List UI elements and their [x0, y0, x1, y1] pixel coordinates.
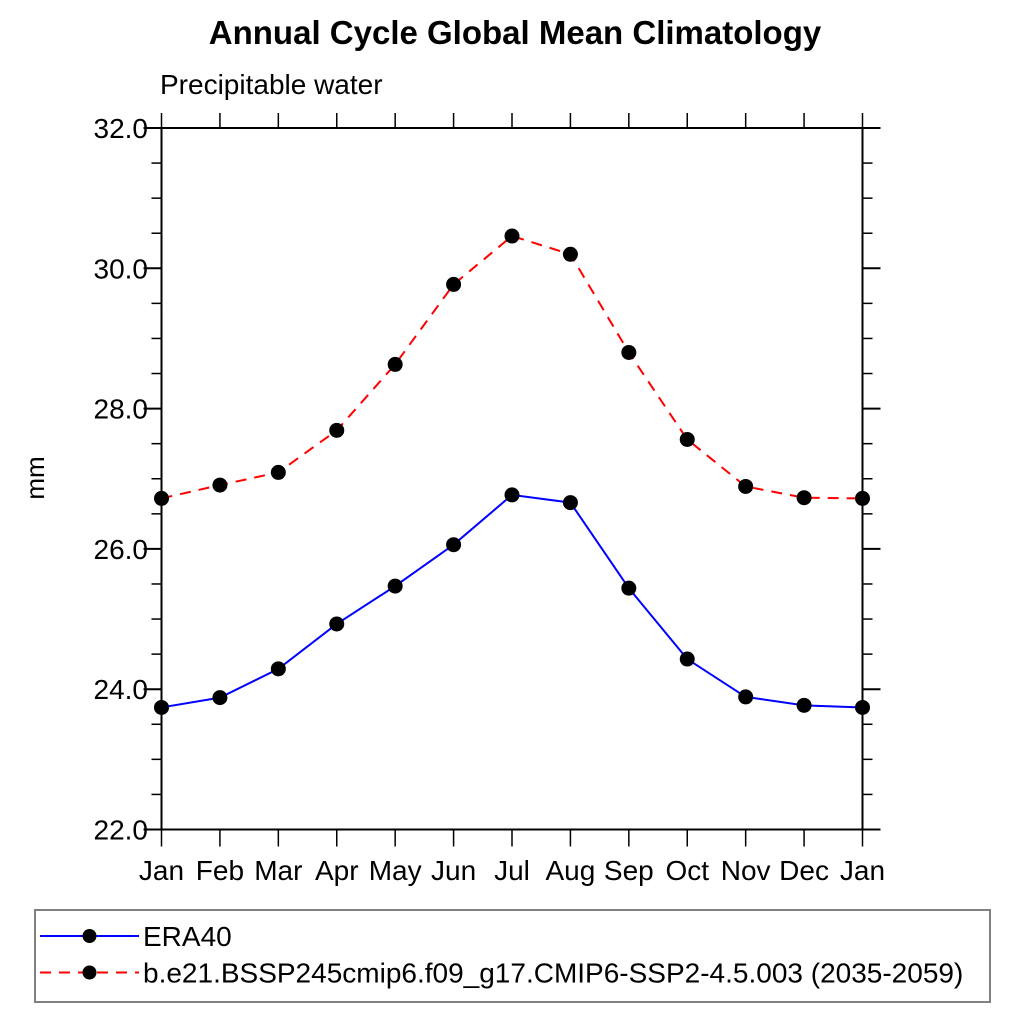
y-tick-label-22.0: 22.0	[94, 815, 149, 846]
x-tick-label-11: Dec	[779, 855, 829, 886]
series-marker-1-Nov	[738, 478, 754, 494]
series-marker-0-Jun	[446, 537, 462, 553]
x-tick-label-10: Nov	[721, 855, 771, 886]
series-line-0	[161, 493, 863, 709]
x-tick-label-8: Sep	[604, 855, 654, 886]
series-marker-0-Jan	[154, 699, 169, 715]
series-marker-0-Oct	[679, 651, 695, 667]
y-tick-label-32.0: 32.0	[94, 113, 149, 144]
series-marker-1-May	[387, 356, 403, 372]
series-marker-1-Jun	[446, 276, 462, 292]
axes-layer: Jan Feb Mar Apr May Jun Jul Aug Sep Oct Nov Dec Jan 2…	[94, 113, 885, 886]
legend-marker-0	[82, 929, 97, 943]
legend-label-0: ERA40	[143, 921, 232, 952]
legend-label-1: b.e21.BSSP245cmip6.f09_g17.CMIP6-SSP2-4.…	[143, 958, 963, 989]
y-tick-label-30.0: 30.0	[94, 253, 149, 284]
x-tick-label-2: Mar	[254, 855, 302, 886]
chart-subtitle: Precipitable water	[160, 69, 383, 100]
series-marker-0-Sep	[621, 580, 637, 596]
x-tick-label-7: Aug	[546, 855, 596, 886]
x-tick-label-9: Oct	[665, 855, 709, 886]
x-tick-label-3: Apr	[315, 855, 359, 886]
y-tick-label-26.0: 26.0	[94, 534, 149, 565]
series-marker-1-Sep	[621, 344, 637, 360]
series-marker-0-Feb	[212, 690, 228, 706]
series-marker-0-Jul	[504, 487, 520, 503]
series-line-1	[161, 234, 863, 500]
series-marker-1-Aug	[562, 246, 578, 262]
x-tick-label-4: May	[369, 855, 422, 886]
x-tick-label-0: Jan	[139, 855, 184, 886]
series-marker-1-Jul	[504, 228, 520, 244]
series-marker-1-Feb	[212, 477, 228, 493]
series-marker-1-Dec	[796, 490, 812, 506]
series-marker-1-Oct	[679, 431, 695, 447]
x-tick-label-5: Jun	[431, 855, 476, 886]
legend-box	[34, 909, 991, 1003]
legend-layer: ERA40 b.e21.BSSP245cmip6.f09_g17.CMIP6-SS…	[34, 909, 991, 1003]
series-marker-0-Mar	[270, 661, 286, 677]
series-marker-1-Mar	[270, 464, 286, 480]
series-marker-0-Dec	[796, 697, 812, 713]
x-tick-label-6: Jul	[494, 855, 530, 886]
series-marker-0-Jan	[855, 699, 870, 715]
series-marker-0-Nov	[738, 689, 754, 705]
y-tick-label-24.0: 24.0	[94, 674, 149, 705]
y-tick-label-28.0: 28.0	[94, 394, 149, 425]
x-tick-label-1: Feb	[196, 855, 244, 886]
series-layer	[154, 228, 870, 715]
series-marker-0-May	[387, 578, 403, 594]
x-tick-label-12: Jan	[840, 855, 885, 886]
series-marker-1-Apr	[329, 422, 345, 438]
series-marker-1-Jan	[154, 490, 169, 506]
series-marker-0-Aug	[562, 495, 578, 511]
legend-marker-1	[82, 965, 97, 980]
series-marker-1-Jan	[855, 490, 870, 506]
y-axis-label: mm	[20, 456, 50, 499]
chart-title: Annual Cycle Global Mean Climatology	[209, 14, 822, 51]
plot-frame	[160, 127, 864, 831]
series-marker-0-Apr	[329, 616, 345, 632]
